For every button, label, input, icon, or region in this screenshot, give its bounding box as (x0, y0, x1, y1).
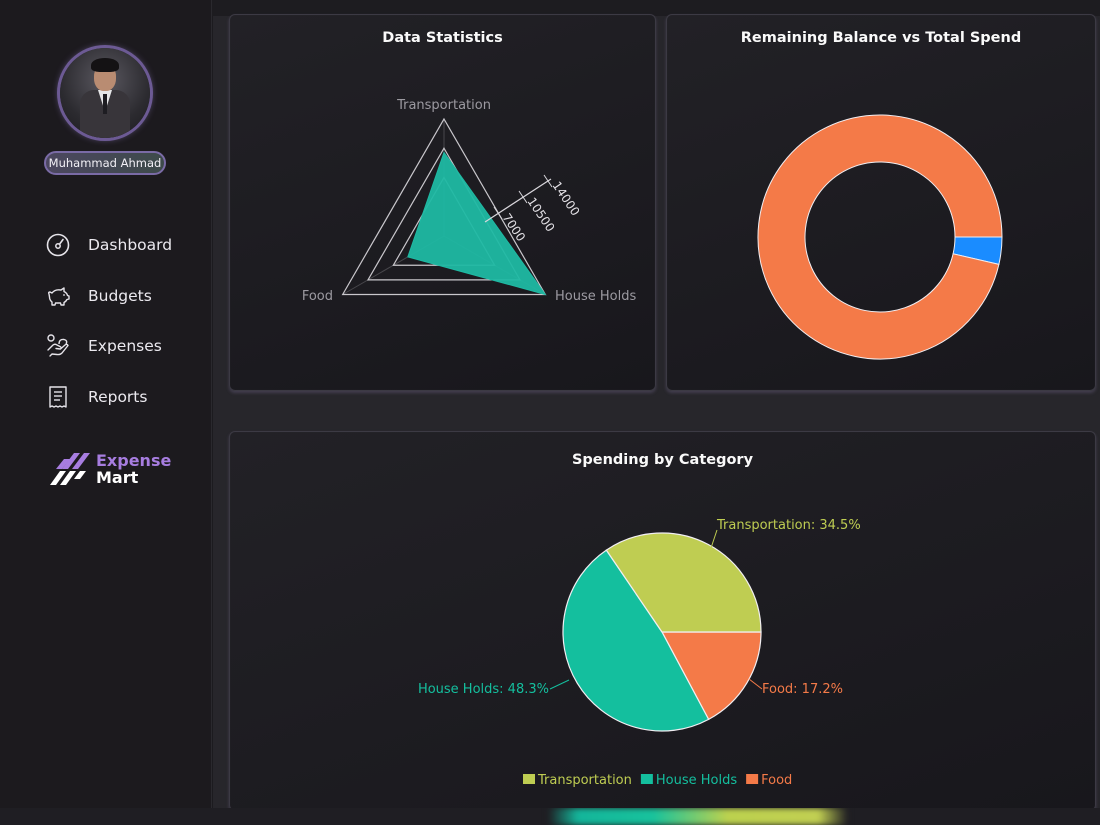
legend-swatch (523, 774, 535, 784)
pie-slice-food[interactable] (660, 631, 762, 721)
pie-data-label: Food: 17.2% (762, 682, 843, 697)
balance-vs-spend-card: Remaining Balance vs Total Spend (666, 14, 1096, 391)
avatar[interactable] (60, 48, 150, 138)
logo-word-mart: Mart (96, 468, 139, 487)
piggy-bank-icon (44, 282, 72, 310)
sidebar-item-label: Budgets (88, 286, 152, 305)
donut-slice-total-spend[interactable] (757, 114, 1003, 360)
legend-label: Food (761, 773, 792, 788)
radar-category-label: Transportation (396, 98, 491, 113)
legend-item-food[interactable]: Food (746, 773, 792, 788)
card-title: Data Statistics (382, 30, 503, 46)
pie-slice-house-holds[interactable] (562, 549, 710, 732)
user-name-badge: Muhammad Ahmad (44, 151, 166, 175)
sidebar: Muhammad Ahmad Dashboard Budgets Expense… (0, 0, 212, 808)
legend-label: Transportation (537, 773, 632, 788)
expense-mart-logo[interactable]: Expense Mart (50, 451, 171, 487)
legend-label: House Holds (656, 773, 737, 788)
radar-tick-axis (484, 178, 552, 223)
radar-category-label: House Holds (555, 289, 636, 304)
receipt-icon (44, 383, 72, 411)
radar-category-label: Food (302, 289, 333, 304)
pie-chart[interactable]: Transportation: 34.5% House Holds: 48.3% F… (230, 432, 1097, 812)
avatar-tie (103, 94, 107, 114)
hand-coin-icon (44, 332, 72, 360)
legend-item-transportation[interactable]: Transportation (523, 773, 632, 788)
card-title: Spending by Category (571, 452, 754, 468)
donut-chart[interactable] (667, 15, 1097, 392)
logo-text: Expense Mart (96, 452, 171, 486)
avatar-hair (91, 58, 119, 72)
data-statistics-card: Data Statistics 7000 10500 14000 Transporta… (229, 14, 656, 391)
blurred-preview (548, 808, 848, 825)
sidebar-item-expenses[interactable]: Expenses (44, 329, 172, 363)
legend-swatch (640, 774, 653, 784)
card-title: Remaining Balance vs Total Spend (740, 30, 1022, 46)
sidebar-item-label: Reports (88, 388, 148, 407)
dashboard-content: Data Statistics 7000 10500 14000 Transporta… (213, 14, 1100, 811)
sidebar-item-label: Expenses (88, 337, 162, 356)
legend-item-house-holds[interactable]: House Holds (640, 773, 737, 788)
sidebar-item-budgets[interactable]: Budgets (44, 279, 172, 313)
radar-tick-label: 14000 (550, 179, 583, 218)
sidebar-item-reports[interactable]: Reports (44, 380, 172, 414)
top-bar (0, 0, 1100, 16)
pie-data-label: House Holds: 48.3% (418, 682, 549, 697)
radar-tick-label: 10500 (525, 195, 558, 234)
logo-word-expense: Expense (96, 451, 172, 470)
gauge-icon (44, 231, 72, 259)
bottom-strip (0, 808, 1100, 825)
sidebar-nav: Dashboard Budgets Expenses Reports (44, 228, 172, 431)
radar-grid-ring (341, 117, 547, 296)
radar-data-area[interactable] (407, 151, 547, 296)
legend-swatch (746, 774, 759, 784)
spending-by-category-card: Spending by Category Transportation: 34.… (229, 431, 1096, 811)
sidebar-item-dashboard[interactable]: Dashboard (44, 228, 172, 262)
pie-slice-transportation[interactable] (605, 532, 762, 633)
logo-mark-icon (50, 453, 90, 485)
sidebar-item-label: Dashboard (88, 236, 173, 254)
pie-data-label: Transportation: 34.5% (716, 518, 861, 533)
